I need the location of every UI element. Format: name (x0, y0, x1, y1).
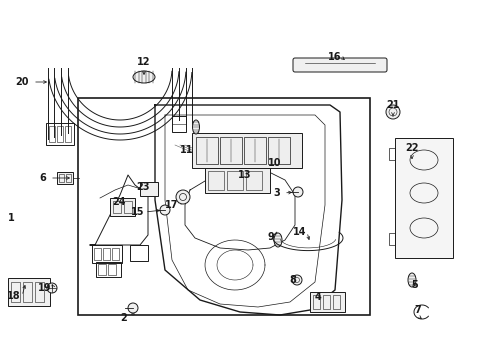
Ellipse shape (192, 120, 199, 134)
Bar (8, 278, 50, 306)
Bar (57, 172, 73, 184)
Ellipse shape (273, 233, 282, 247)
Bar (220, 137, 242, 164)
Text: 4: 4 (314, 292, 321, 302)
Text: 16: 16 (327, 52, 341, 62)
Ellipse shape (291, 275, 302, 285)
Bar (23, 282, 32, 302)
Text: 2: 2 (121, 313, 127, 323)
Text: 24: 24 (112, 197, 125, 207)
Bar (110, 198, 135, 216)
Text: 1: 1 (8, 213, 14, 223)
FancyBboxPatch shape (292, 58, 386, 72)
Ellipse shape (407, 273, 415, 287)
Bar (267, 137, 289, 164)
Text: 9: 9 (267, 232, 274, 242)
Text: 21: 21 (386, 100, 399, 110)
Text: 19: 19 (38, 283, 52, 293)
Bar (204, 168, 269, 193)
Bar (332, 295, 339, 309)
Text: 20: 20 (15, 77, 29, 87)
Bar (124, 201, 132, 213)
Text: 5: 5 (411, 280, 418, 290)
Bar (103, 248, 110, 260)
Bar (388, 148, 394, 160)
Text: 23: 23 (136, 182, 149, 192)
Bar (113, 201, 121, 213)
Bar (59, 174, 64, 182)
Text: 14: 14 (293, 227, 306, 237)
Text: 7: 7 (414, 305, 421, 315)
Bar (192, 133, 302, 168)
Bar (98, 264, 106, 275)
Bar (140, 182, 158, 196)
Bar (207, 171, 224, 190)
Bar (46, 123, 74, 145)
Bar (323, 295, 329, 309)
Text: 18: 18 (7, 291, 21, 301)
Bar (245, 171, 262, 190)
Bar (96, 262, 121, 277)
Text: 3: 3 (273, 188, 280, 198)
Bar (57, 126, 63, 142)
Bar (65, 126, 71, 142)
Text: 12: 12 (137, 57, 150, 67)
Text: 10: 10 (268, 158, 281, 168)
Bar (35, 282, 44, 302)
Text: 11: 11 (180, 145, 193, 155)
Bar (226, 171, 243, 190)
Bar (172, 116, 185, 132)
Bar (244, 137, 265, 164)
Bar (78, 98, 369, 315)
Bar (49, 126, 55, 142)
Bar (196, 137, 218, 164)
Text: 15: 15 (131, 207, 144, 217)
Bar (309, 292, 345, 312)
Ellipse shape (385, 105, 399, 119)
Text: 17: 17 (165, 200, 179, 210)
Bar (130, 245, 148, 261)
Bar (94, 248, 101, 260)
Text: 13: 13 (238, 170, 251, 180)
Bar (11, 282, 20, 302)
Ellipse shape (128, 303, 138, 313)
Ellipse shape (292, 187, 303, 197)
Bar (112, 248, 119, 260)
Bar (312, 295, 319, 309)
Text: 22: 22 (405, 143, 418, 153)
Bar (394, 138, 452, 258)
Bar (92, 245, 122, 263)
Bar (388, 233, 394, 245)
Bar (66, 174, 71, 182)
Ellipse shape (47, 283, 57, 293)
Text: 6: 6 (40, 173, 46, 183)
Bar (108, 264, 116, 275)
Text: 8: 8 (289, 275, 296, 285)
Ellipse shape (160, 205, 170, 215)
Ellipse shape (176, 190, 190, 204)
Ellipse shape (133, 71, 155, 83)
